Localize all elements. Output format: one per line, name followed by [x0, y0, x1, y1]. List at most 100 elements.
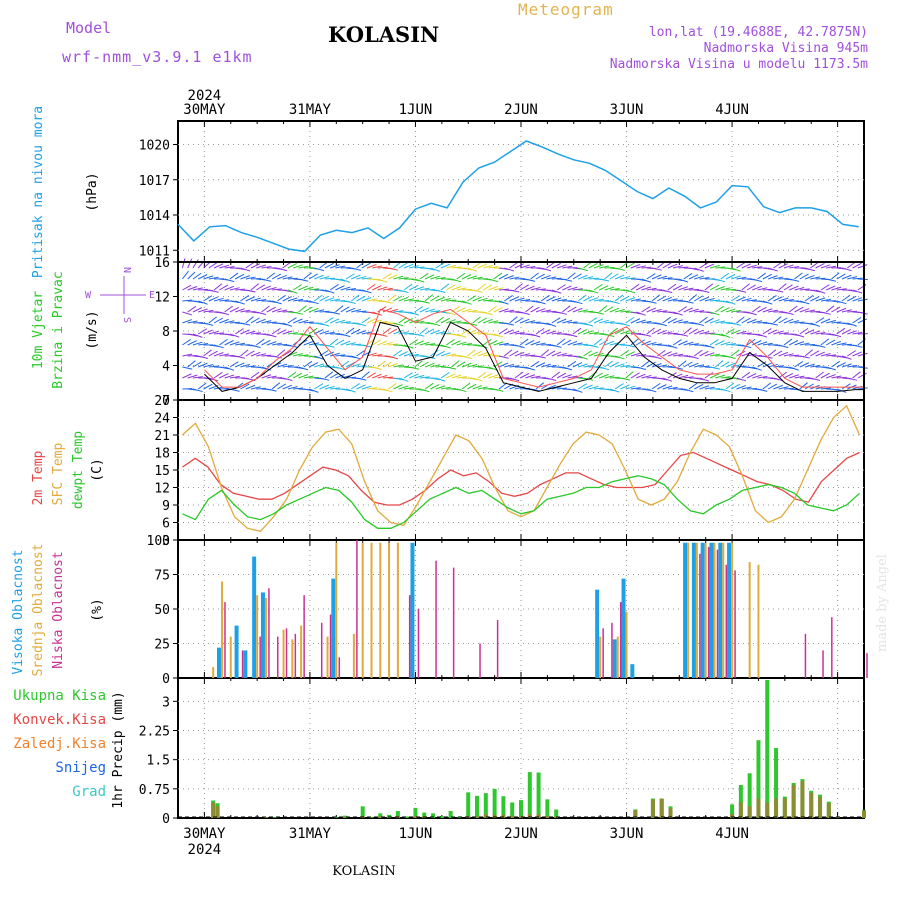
wind-barb [261, 285, 271, 291]
wind-barb [208, 365, 219, 368]
wind-barb [403, 344, 414, 349]
wind-barb [557, 387, 568, 390]
wind-barb [752, 278, 763, 283]
pressure-ytick-label: 1011 [139, 244, 170, 259]
temperature-ytick-label: 18 [154, 447, 170, 462]
wind-barb [398, 296, 409, 302]
cloud-bar-high [234, 625, 239, 678]
wind-barb [388, 355, 398, 360]
cloud-bar-low [259, 636, 261, 678]
wind-barb [440, 263, 451, 269]
wind-barb [741, 283, 750, 291]
wind-barb [282, 384, 293, 390]
wind-barb [514, 297, 525, 302]
wind-barb [567, 272, 576, 280]
wind-barb [646, 287, 657, 291]
wind-barb [419, 388, 430, 393]
precip-bar-convective [215, 806, 220, 818]
wind-barb [567, 306, 577, 313]
wind-barb [841, 343, 853, 346]
wind-barb [419, 272, 429, 280]
wind-barb [651, 294, 661, 302]
wind-ytick-label: 8 [162, 325, 170, 340]
wind-barb [614, 355, 625, 360]
wind-barb [192, 300, 203, 304]
wind-barb [361, 277, 372, 280]
precip-ytick-label: 0.75 [139, 783, 170, 798]
precip-ytick-label: 2.25 [139, 725, 170, 740]
precip-legend-item: Konvek.Kisa [13, 712, 106, 728]
wind-barb [366, 372, 376, 379]
wind-barb [746, 318, 757, 324]
wind-barb [826, 354, 837, 357]
wind-barb [614, 383, 624, 390]
wind-barb [388, 343, 399, 346]
wind-barb [356, 310, 367, 313]
wind-barb [857, 372, 867, 379]
wind-barb [488, 305, 497, 313]
wind-barb [731, 364, 742, 368]
wind-barb [852, 297, 863, 302]
wind-barb [261, 374, 272, 379]
wind-barb [393, 322, 404, 327]
cloud-ylabel-low: Niska Oblacnost [51, 551, 66, 668]
wind-barb [356, 350, 366, 357]
wind-barb [361, 262, 371, 269]
wind-barb [804, 349, 814, 357]
model-elevation-text: Nadmorska Visina u modelu 1173.5m [609, 57, 868, 72]
cloud-bar-high [410, 542, 415, 678]
wind-barb [192, 321, 203, 324]
wind-barb [847, 276, 858, 280]
wind-barb [646, 341, 657, 346]
wind-barb [614, 294, 624, 302]
wind-barb [773, 316, 782, 324]
wind-barb [635, 339, 645, 346]
wind-barb [350, 294, 360, 302]
wind-barb [825, 305, 835, 313]
wind-barb [757, 287, 768, 291]
day-label-top: 2JUN [504, 102, 538, 118]
wind-barb [398, 385, 409, 390]
wind-barb [636, 319, 646, 324]
cloud-bar-mid [757, 564, 760, 678]
precip-bar-convective [475, 816, 480, 818]
wind-barb [546, 350, 556, 357]
wind-barb [662, 289, 673, 294]
wind-barb [699, 296, 709, 302]
wind-barb [725, 308, 736, 313]
wind-barb [488, 374, 499, 379]
wind-barb [736, 377, 747, 382]
wind-barb [678, 278, 689, 283]
wind-barb [409, 373, 419, 379]
cloud-bar-mid [396, 542, 399, 678]
wind-barb [546, 310, 557, 313]
wind-barb [688, 382, 698, 390]
wind-barb [367, 332, 378, 335]
wind-barb [388, 267, 399, 271]
wind-barb [741, 263, 752, 269]
wind-barb [715, 286, 725, 291]
wind-barb [641, 266, 652, 269]
clouds-ytick-label: 25 [154, 638, 170, 653]
wind-barb [746, 353, 757, 357]
wind-barb [372, 265, 383, 269]
wind-barb [403, 283, 413, 291]
precip-bar-convective [650, 799, 655, 818]
wind-barb [783, 353, 794, 357]
wind-barb [799, 273, 809, 280]
wind-barb [572, 342, 583, 346]
wind-barb [783, 372, 794, 379]
wind-barb [609, 361, 619, 368]
wind-barb [820, 387, 831, 390]
wind-barb [852, 317, 862, 324]
wind-barb [736, 350, 746, 357]
wind-barb [224, 354, 235, 357]
wind-barb [778, 317, 788, 324]
precip-bar-total [466, 792, 471, 818]
wind-barb [519, 338, 529, 346]
wind-barb [551, 277, 562, 280]
wind-barb [667, 344, 678, 349]
wind-barb [229, 361, 239, 368]
wind-barb [498, 308, 509, 313]
wind-barb [266, 321, 277, 324]
